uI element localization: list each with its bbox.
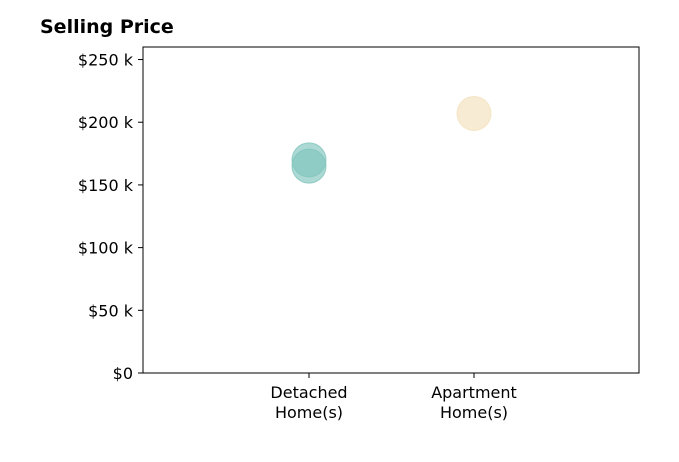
data-point bbox=[456, 95, 492, 131]
x-tick-label: Apartment Home(s) bbox=[431, 383, 517, 422]
y-tick-label: $250 k bbox=[78, 51, 134, 70]
y-tick-label: $150 k bbox=[78, 176, 134, 195]
plot-frame bbox=[142, 46, 640, 374]
y-tick-label: $50 k bbox=[88, 301, 134, 320]
x-tick-label: Detached Home(s) bbox=[270, 383, 347, 422]
y-tick-label: $0 bbox=[113, 364, 133, 383]
y-tick-label: $200 k bbox=[78, 113, 134, 132]
chart-title: Selling Price bbox=[40, 16, 174, 38]
y-tick-label: $100 k bbox=[78, 239, 134, 258]
data-point bbox=[291, 148, 327, 184]
